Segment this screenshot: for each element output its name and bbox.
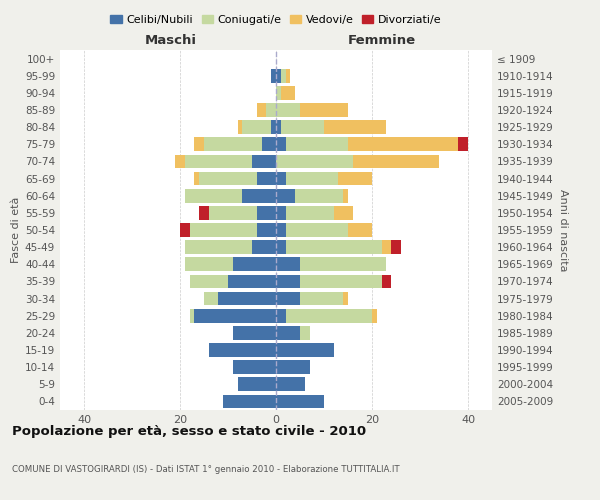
Y-axis label: Anni di nascita: Anni di nascita — [558, 188, 568, 271]
Legend: Celibi/Nubili, Coniugati/e, Vedovi/e, Divorziati/e: Celibi/Nubili, Coniugati/e, Vedovi/e, Di… — [106, 10, 446, 29]
Bar — [276, 69, 281, 82]
Bar — [286, 223, 348, 237]
Bar — [271, 120, 276, 134]
Bar — [372, 309, 377, 322]
Bar — [295, 189, 343, 202]
Bar — [300, 292, 343, 306]
Text: Femmine: Femmine — [347, 34, 416, 48]
Bar — [324, 120, 386, 134]
Bar — [276, 343, 334, 357]
Bar — [382, 274, 391, 288]
Bar — [175, 154, 185, 168]
Bar — [257, 172, 276, 185]
Bar — [334, 206, 353, 220]
Bar — [300, 326, 310, 340]
Bar — [276, 258, 300, 271]
Bar — [238, 120, 242, 134]
Text: Maschi: Maschi — [145, 34, 196, 48]
Bar — [194, 138, 204, 151]
Bar — [276, 223, 286, 237]
Bar — [204, 292, 218, 306]
Bar — [276, 240, 286, 254]
Bar — [190, 309, 194, 322]
Bar — [276, 274, 300, 288]
Bar — [185, 258, 233, 271]
Bar — [276, 120, 281, 134]
Bar — [257, 206, 276, 220]
Bar — [353, 154, 439, 168]
Bar — [276, 86, 281, 100]
Bar — [266, 103, 276, 117]
Bar — [257, 103, 266, 117]
Bar — [209, 206, 257, 220]
Bar — [300, 103, 348, 117]
Bar — [228, 274, 276, 288]
Bar — [194, 309, 276, 322]
Bar — [185, 189, 242, 202]
Bar — [286, 69, 290, 82]
Bar — [343, 292, 348, 306]
Text: COMUNE DI VASTOGIRARDI (IS) - Dati ISTAT 1° gennaio 2010 - Elaborazione TUTTITAL: COMUNE DI VASTOGIRARDI (IS) - Dati ISTAT… — [12, 465, 400, 474]
Bar — [271, 69, 276, 82]
Bar — [262, 138, 276, 151]
Bar — [223, 394, 276, 408]
Bar — [343, 189, 348, 202]
Bar — [300, 258, 386, 271]
Bar — [286, 138, 348, 151]
Bar — [348, 138, 458, 151]
Bar — [218, 292, 276, 306]
Bar — [276, 360, 310, 374]
Bar — [286, 172, 338, 185]
Bar — [276, 309, 286, 322]
Bar — [286, 309, 372, 322]
Bar — [233, 326, 276, 340]
Y-axis label: Fasce di età: Fasce di età — [11, 197, 21, 263]
Bar — [190, 274, 228, 288]
Bar — [276, 326, 300, 340]
Bar — [276, 103, 300, 117]
Bar — [242, 189, 276, 202]
Bar — [281, 120, 324, 134]
Bar — [180, 223, 190, 237]
Text: Popolazione per età, sesso e stato civile - 2010: Popolazione per età, sesso e stato civil… — [12, 425, 366, 438]
Bar — [276, 189, 295, 202]
Bar — [286, 240, 382, 254]
Bar — [242, 120, 271, 134]
Bar — [233, 258, 276, 271]
Bar — [209, 343, 276, 357]
Bar — [252, 240, 276, 254]
Bar — [458, 138, 468, 151]
Bar — [281, 69, 286, 82]
Bar — [252, 154, 276, 168]
Bar — [286, 206, 334, 220]
Bar — [238, 378, 276, 391]
Bar — [199, 172, 257, 185]
Bar — [276, 206, 286, 220]
Bar — [185, 240, 252, 254]
Bar — [338, 172, 372, 185]
Bar — [257, 223, 276, 237]
Bar — [276, 378, 305, 391]
Bar — [185, 154, 252, 168]
Bar — [276, 394, 324, 408]
Bar — [233, 360, 276, 374]
Bar — [190, 223, 257, 237]
Bar — [300, 274, 382, 288]
Bar — [194, 172, 199, 185]
Bar — [204, 138, 262, 151]
Bar — [276, 138, 286, 151]
Bar — [199, 206, 209, 220]
Bar — [276, 154, 353, 168]
Bar — [281, 86, 295, 100]
Bar — [276, 292, 300, 306]
Bar — [382, 240, 391, 254]
Bar — [276, 172, 286, 185]
Bar — [348, 223, 372, 237]
Bar — [391, 240, 401, 254]
